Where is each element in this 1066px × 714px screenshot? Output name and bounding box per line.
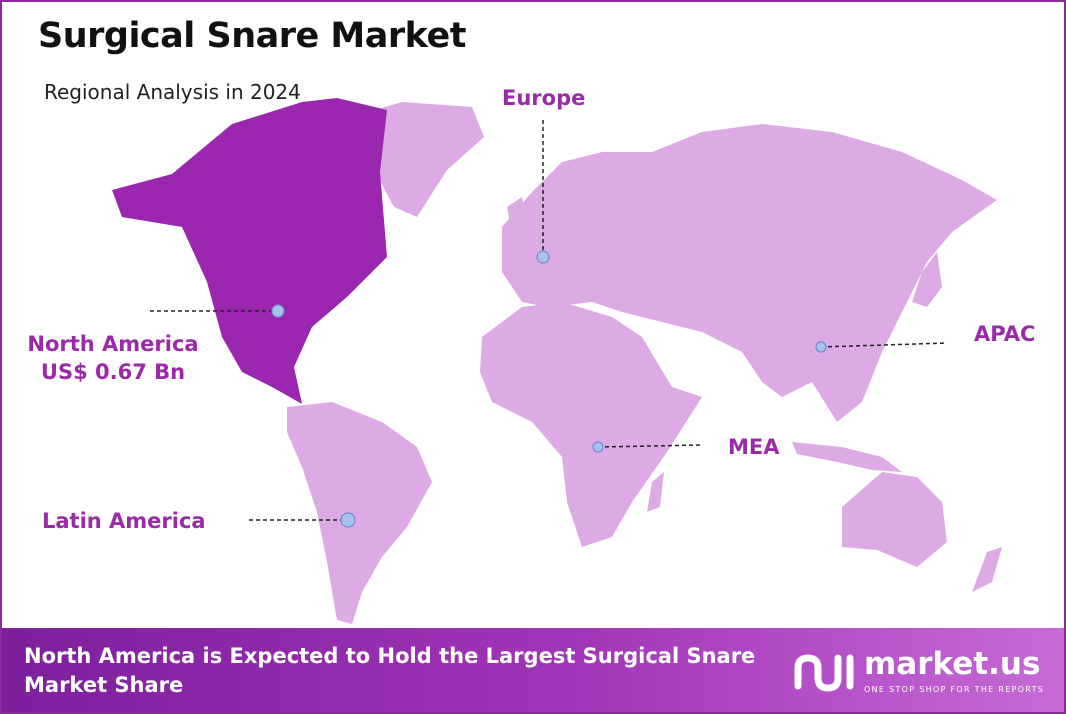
- uk: [507, 197, 527, 237]
- leader-line: [597, 444, 703, 448]
- footer: North America is Expected to Hold the La…: [2, 628, 1064, 712]
- title: Surgical Snare Market: [38, 16, 466, 56]
- brand-logo: [794, 654, 854, 692]
- south-america: [287, 402, 432, 624]
- region-name: MEA: [728, 435, 780, 459]
- subtitle: Regional Analysis in 2024: [44, 80, 301, 104]
- japan: [912, 252, 942, 307]
- greenland: [352, 102, 484, 217]
- north-america: [112, 98, 387, 404]
- region-name: Latin America: [42, 509, 206, 533]
- marker: [271, 304, 285, 318]
- africa: [480, 302, 702, 547]
- australia: [842, 472, 947, 567]
- leader-line: [820, 342, 948, 348]
- marker: [340, 512, 356, 528]
- continents: [287, 102, 1002, 624]
- marker: [815, 341, 827, 353]
- indonesia: [792, 442, 902, 472]
- marker: [536, 250, 550, 264]
- region-label: North America US$ 0.67 Bn: [18, 330, 208, 386]
- region-value: US$ 0.67 Bn: [40, 360, 186, 384]
- world-map: [112, 98, 1002, 624]
- brand-name: market.us: [864, 646, 1041, 682]
- new-zealand: [972, 547, 1002, 592]
- region-name: APAC: [974, 322, 1036, 346]
- region-name: North America: [27, 332, 199, 356]
- region-name: Europe: [502, 86, 586, 110]
- madagascar: [647, 472, 664, 512]
- footer-text: North America is Expected to Hold the La…: [24, 644, 756, 697]
- markers: [271, 250, 827, 528]
- leader-lines: [150, 120, 948, 521]
- marker: [592, 441, 604, 453]
- eurasia: [502, 124, 997, 422]
- brand-tagline: ONE STOP SHOP FOR THE REPORTS: [864, 685, 1045, 694]
